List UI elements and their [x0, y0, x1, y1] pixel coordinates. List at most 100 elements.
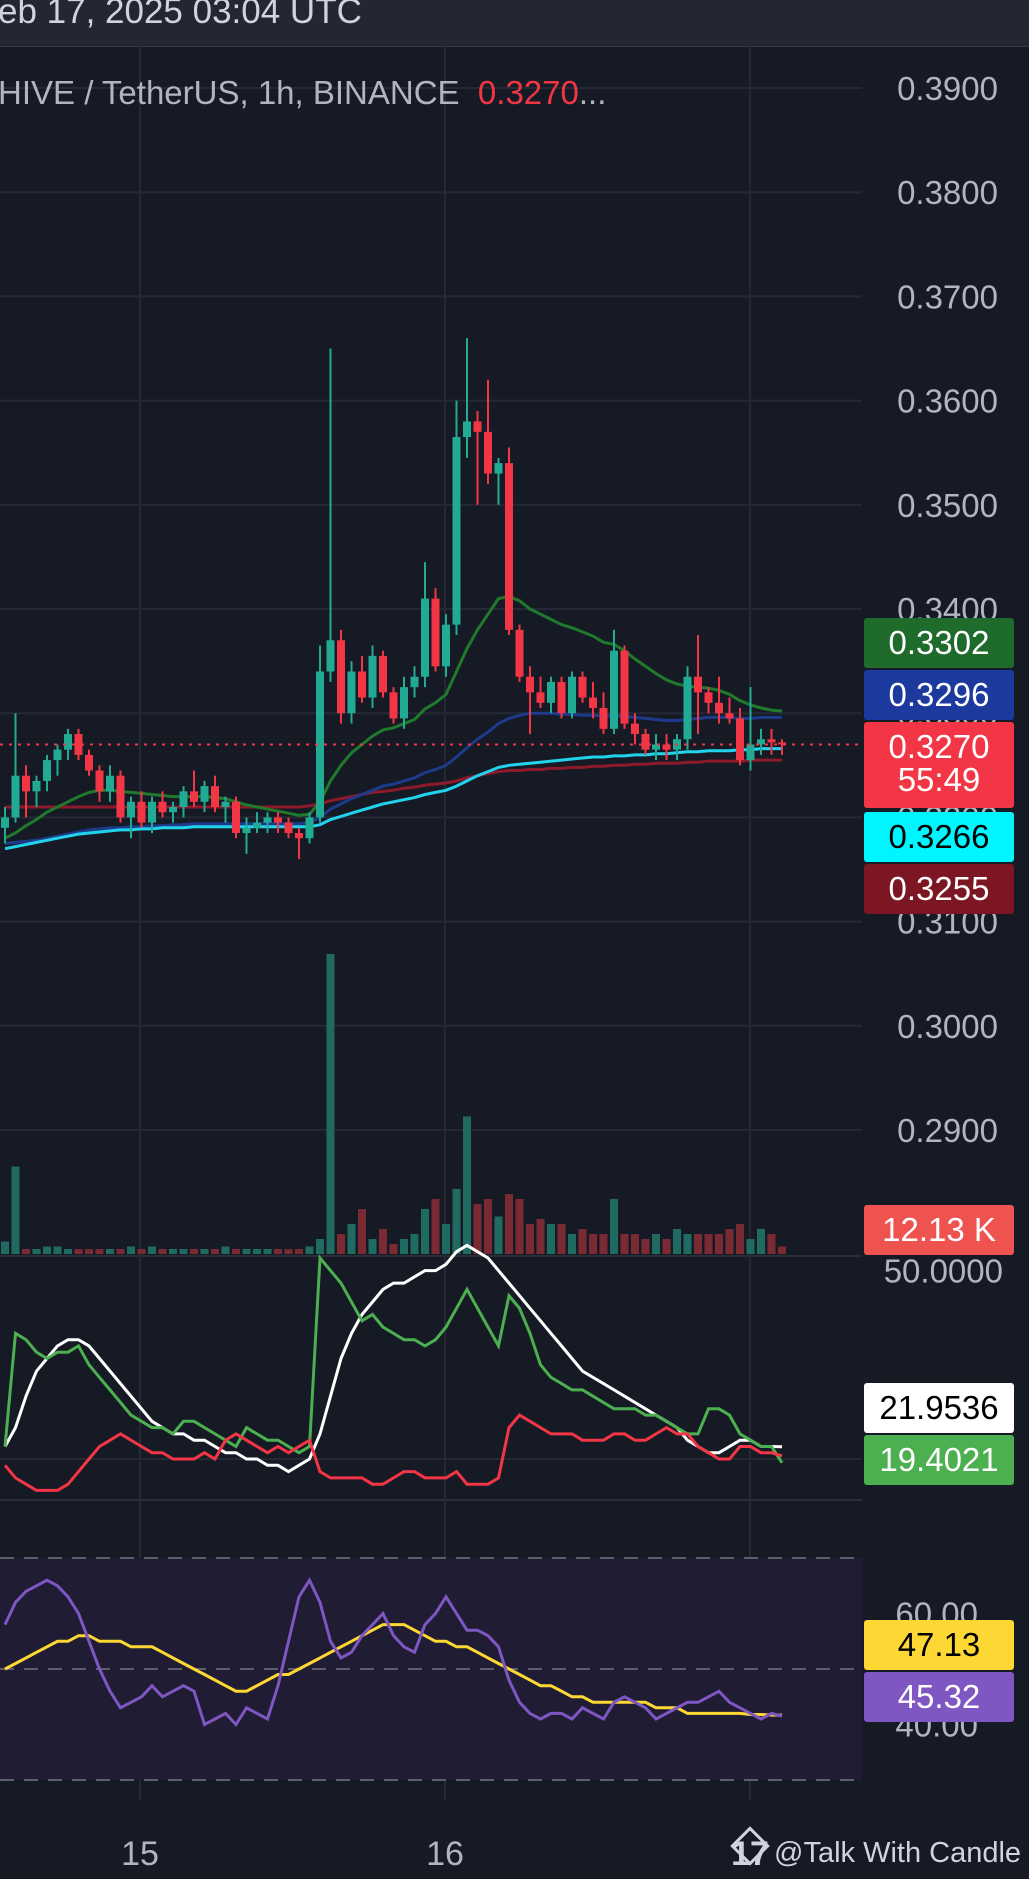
ma-green-line — [4, 594, 783, 840]
volume-bar — [778, 1246, 786, 1254]
candle-body — [704, 692, 713, 703]
time-tick-label: 16 — [426, 1835, 464, 1873]
volume-bar — [526, 1224, 534, 1254]
candle-body — [337, 640, 345, 714]
candle-body — [106, 775, 114, 792]
volume-bar — [767, 1234, 776, 1254]
ma-cyan-line — [4, 747, 782, 851]
volume-bar — [673, 1229, 681, 1254]
volume-bar — [95, 1249, 104, 1254]
candle-body — [746, 744, 755, 761]
candle-body — [85, 754, 93, 771]
candle-body — [725, 713, 734, 719]
dmi-tick-label: 50.0000 — [884, 1253, 1003, 1290]
volume-bar — [53, 1246, 62, 1254]
volume-bar — [190, 1249, 198, 1254]
volume-bar — [463, 1116, 471, 1254]
candle-body — [400, 687, 408, 719]
candle-body — [662, 744, 671, 750]
volume-bar — [379, 1229, 387, 1254]
volume-bar — [116, 1249, 125, 1254]
candle-body — [179, 791, 188, 807]
symbol-legend[interactable]: HIVE / TetherUS, 1h, BINANCE 0.3270... — [0, 74, 606, 112]
candle-body — [137, 801, 146, 823]
candle-body — [421, 598, 429, 677]
price-tick-label: 0.3000 — [897, 1008, 998, 1045]
candle-body — [536, 692, 545, 703]
candle-body — [305, 817, 314, 839]
di-minus-line — [3, 1413, 783, 1492]
candle-body — [631, 723, 639, 735]
volume-bar — [610, 1199, 618, 1254]
candle-body — [431, 598, 440, 667]
candle-body — [295, 833, 303, 839]
candle-body — [274, 817, 282, 823]
candle-body — [389, 692, 398, 719]
volume-bar — [337, 1234, 345, 1254]
candle-body — [494, 463, 503, 474]
timestamp: eb 17, 2025 03:04 UTC — [0, 0, 362, 31]
legend-last-price: 0.3270 — [477, 74, 579, 111]
volume-bar — [22, 1249, 30, 1254]
volume-bar — [263, 1249, 272, 1254]
ma-red-price-label: 0.3255 — [864, 864, 1014, 914]
volume-bar — [11, 1166, 20, 1254]
candle-body — [589, 697, 597, 708]
candle-body — [284, 822, 293, 834]
volume-bar — [452, 1189, 461, 1254]
price-tick-label: 0.2900 — [897, 1112, 998, 1149]
volume-bar — [74, 1249, 83, 1254]
candle-body — [505, 463, 513, 630]
candle-body — [53, 749, 62, 761]
ma-cyan-price-label: 0.3266 — [864, 812, 1014, 862]
candle-body — [652, 744, 660, 750]
candle-body — [599, 707, 608, 729]
volume-bar — [127, 1246, 135, 1254]
rsi-background-band — [0, 1558, 862, 1780]
volume-bar — [725, 1229, 734, 1254]
volume-bar — [589, 1234, 597, 1254]
volume-bar — [358, 1209, 366, 1254]
ma-green-price-label-value: 0.3302 — [888, 624, 990, 661]
volume-bar — [305, 1246, 314, 1254]
candle-body — [683, 676, 692, 740]
ma-green-price-label: 0.3302 — [864, 618, 1014, 668]
ma-red-price-label-value: 0.3255 — [888, 870, 990, 907]
volume-bar — [662, 1239, 671, 1254]
candle-body — [190, 791, 198, 802]
volume-bar — [169, 1249, 177, 1254]
volume-bar — [295, 1249, 303, 1254]
rsi-value-label: 45.32 — [864, 1672, 1014, 1722]
volume-bar — [158, 1249, 167, 1254]
rsi-line — [3, 1577, 783, 1727]
candle-body — [379, 655, 387, 693]
candle-body — [263, 817, 272, 823]
volume-label-value: 12.13 K — [882, 1211, 996, 1248]
volume-bar — [400, 1239, 408, 1254]
volume-bar — [578, 1229, 587, 1254]
volume-bar — [631, 1234, 639, 1254]
volume-bar — [43, 1246, 51, 1254]
volume-bar — [274, 1249, 282, 1254]
time-tick-label: 17 — [731, 1835, 769, 1873]
candle-body — [526, 676, 534, 693]
candle-body — [610, 650, 618, 729]
candle-body — [442, 624, 450, 667]
time-tick-label: 15 — [121, 1835, 159, 1873]
volume-bar — [547, 1224, 555, 1254]
candle-body — [127, 801, 135, 818]
candle-body — [95, 770, 104, 792]
ma-cyan-price-label-value: 0.3266 — [888, 818, 990, 855]
ma-blue-price-label: 0.3296 — [864, 670, 1014, 720]
volume-label: 12.13 K — [864, 1205, 1014, 1255]
candle-body — [515, 629, 524, 677]
price-tick-label: 0.3500 — [897, 487, 998, 524]
volume-bar — [431, 1199, 440, 1254]
volume-bar — [368, 1239, 377, 1254]
candle-body — [736, 718, 744, 761]
volume-bar — [1, 1241, 9, 1254]
candle-body — [715, 702, 723, 714]
di-plus-value-label-value: 19.4021 — [879, 1441, 999, 1478]
candle-body — [547, 681, 555, 703]
